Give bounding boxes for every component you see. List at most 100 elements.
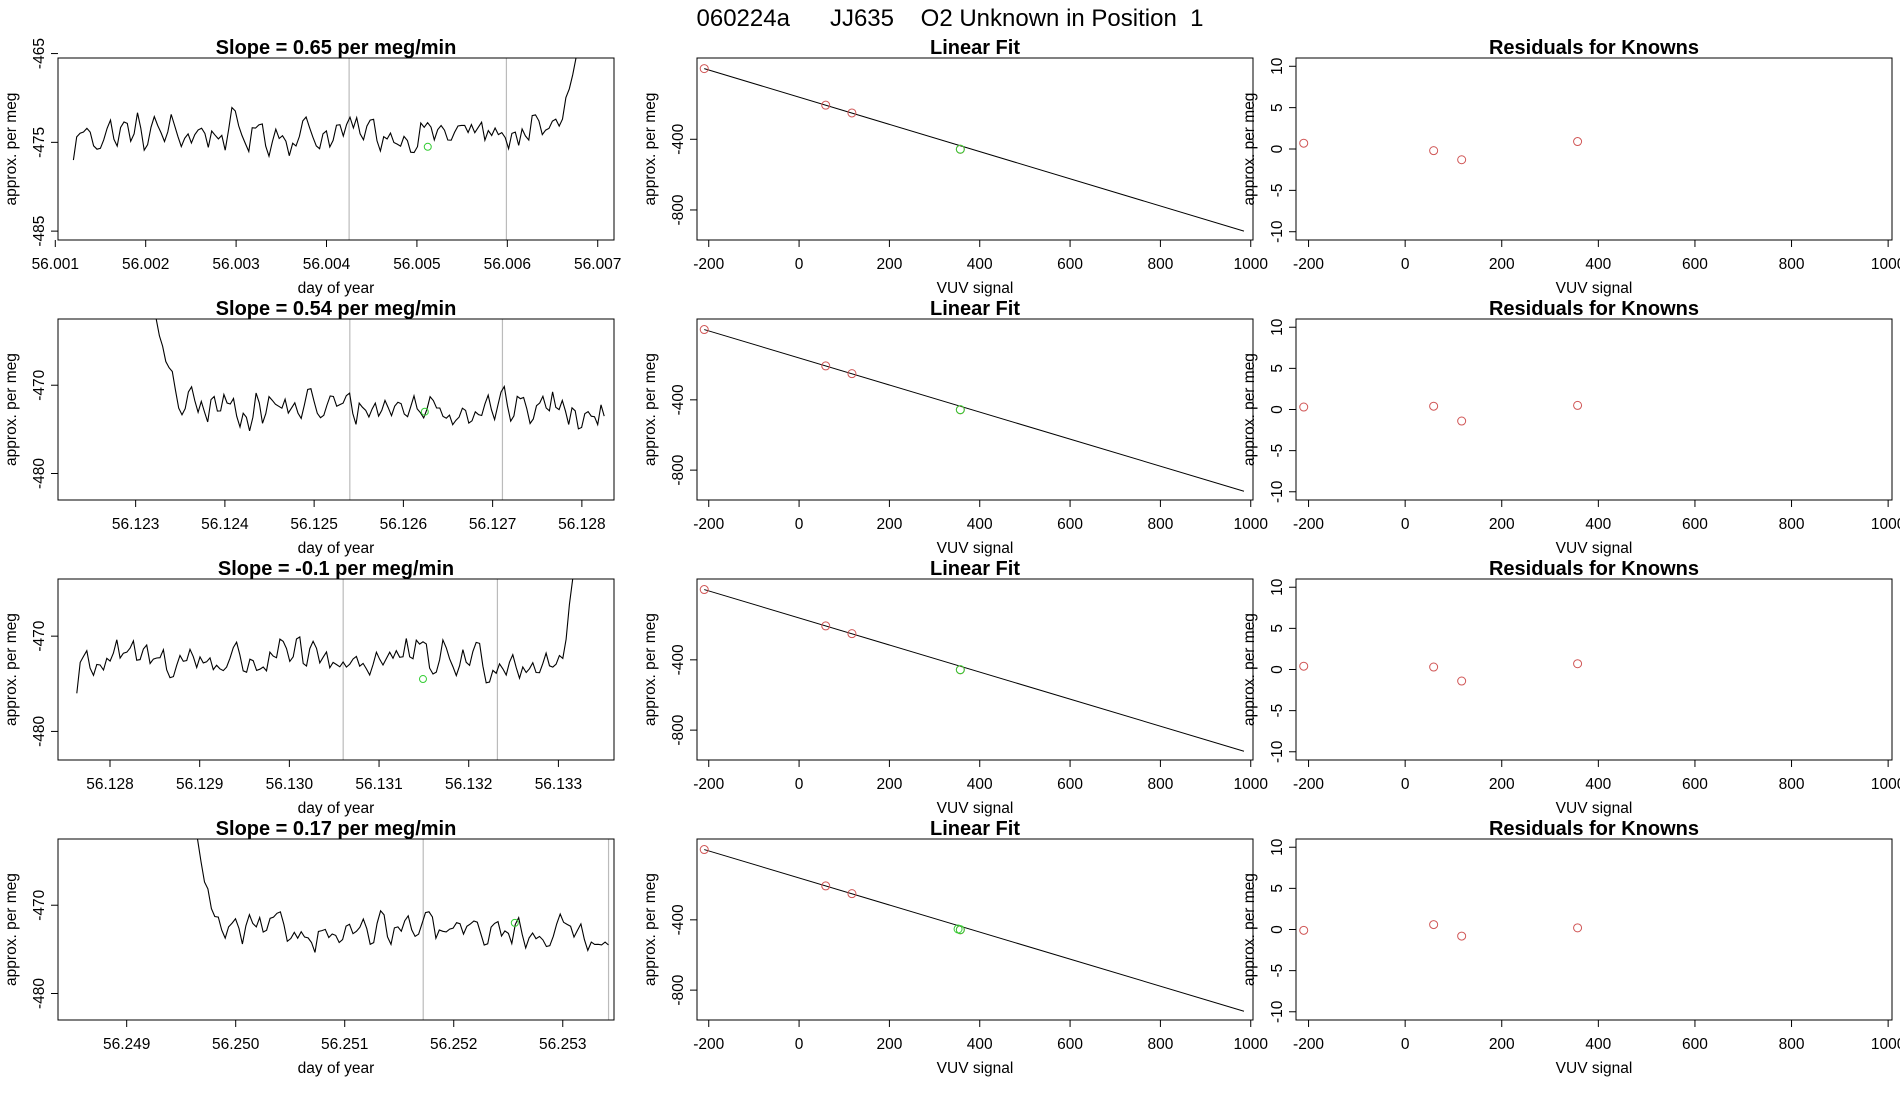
x-tick-label: 800 bbox=[1779, 516, 1805, 533]
unknown-point bbox=[955, 144, 965, 154]
y-tick-label: 0 bbox=[1269, 405, 1286, 414]
plot-frame bbox=[1295, 57, 1893, 241]
x-tick-label: 56.129 bbox=[176, 776, 223, 793]
unknown-point bbox=[955, 925, 965, 935]
x-tick-label: 200 bbox=[876, 1036, 902, 1053]
known-point bbox=[699, 325, 709, 335]
residual-point bbox=[1457, 676, 1467, 686]
x-tick-label: 1000 bbox=[1871, 256, 1900, 273]
x-axis-label: VUV signal bbox=[1556, 540, 1633, 557]
fit-line bbox=[704, 68, 1245, 232]
x-tick-label: 800 bbox=[1779, 1036, 1805, 1053]
y-axis-label: approx. per meg bbox=[1241, 93, 1258, 206]
plot-frame bbox=[57, 57, 615, 241]
y-tick-label: 10 bbox=[1269, 838, 1286, 856]
timeseries-line bbox=[196, 839, 609, 953]
x-axis-label: VUV signal bbox=[937, 1060, 1014, 1077]
x-tick-label: 800 bbox=[1147, 776, 1173, 793]
x-tick-label: 0 bbox=[795, 256, 804, 273]
x-tick-label: 600 bbox=[1682, 256, 1708, 273]
x-tick-label: 56.250 bbox=[212, 1036, 260, 1053]
x-tick-label: 400 bbox=[1585, 516, 1611, 533]
x-tick-label: 56.253 bbox=[539, 1036, 586, 1053]
x-tick-label: 56.132 bbox=[445, 776, 492, 793]
plot-frame bbox=[1295, 318, 1893, 501]
timeseries-panel-2: Slope = 0.54 per meg/min day of year appro… bbox=[3, 298, 615, 557]
x-tick-label: 56.123 bbox=[112, 516, 159, 533]
plot-area bbox=[1299, 137, 1583, 165]
plot-frame bbox=[696, 578, 1254, 761]
x-tick-label: 56.126 bbox=[380, 516, 427, 533]
y-tick-label: -800 bbox=[670, 974, 687, 1005]
x-tick-label: 600 bbox=[1682, 516, 1708, 533]
residual-point bbox=[1429, 662, 1439, 672]
x-tick-label: 56.133 bbox=[535, 776, 582, 793]
x-axis-label: VUV signal bbox=[1556, 280, 1633, 297]
y-tick-label: -10 bbox=[1269, 480, 1286, 503]
y-axis-label: approx. per meg bbox=[3, 873, 20, 986]
x-axis-label: VUV signal bbox=[1556, 800, 1633, 817]
y-axis-label: approx. per meg bbox=[1241, 353, 1258, 466]
x-tick-label: 800 bbox=[1779, 256, 1805, 273]
residual-point bbox=[1299, 402, 1309, 412]
x-tick-label: 200 bbox=[876, 516, 902, 533]
y-tick-label: 0 bbox=[1269, 665, 1286, 674]
fit-panel-4: Linear Fit VUV signal approx. per meg -200 0… bbox=[642, 818, 1268, 1077]
x-tick-label: 400 bbox=[967, 1036, 993, 1053]
resid-panel-1: Residuals for Knowns VUV signal approx. pe… bbox=[1241, 37, 1900, 297]
x-tick-label: 400 bbox=[1585, 1036, 1611, 1053]
y-tick-label: 5 bbox=[1269, 624, 1286, 633]
x-tick-label: 800 bbox=[1779, 776, 1805, 793]
y-tick-label: -800 bbox=[670, 454, 687, 485]
plot-area bbox=[196, 839, 610, 1020]
known-point bbox=[821, 361, 831, 371]
timeseries-panel-3: Slope = -0.1 per meg/min day of year appro… bbox=[3, 558, 615, 817]
x-tick-label: 200 bbox=[1489, 776, 1515, 793]
unknown-point bbox=[955, 665, 965, 675]
timeseries-line bbox=[155, 319, 605, 432]
x-tick-label: 56.251 bbox=[321, 1036, 368, 1053]
x-tick-label: 56.001 bbox=[32, 256, 79, 273]
panel-title: Linear Fit bbox=[930, 37, 1020, 59]
timeseries-panel-4: Slope = 0.17 per meg/min day of year appro… bbox=[3, 818, 615, 1077]
x-tick-label: 400 bbox=[967, 516, 993, 533]
plot-area bbox=[699, 585, 1245, 752]
fit-line bbox=[704, 849, 1245, 1012]
residual-point bbox=[1457, 155, 1467, 165]
y-tick-label: -800 bbox=[670, 194, 687, 225]
unknown-marker bbox=[423, 142, 432, 151]
plot-area bbox=[155, 319, 605, 500]
plot-area bbox=[1299, 659, 1583, 686]
x-tick-label: 800 bbox=[1147, 516, 1173, 533]
known-point bbox=[847, 629, 857, 639]
y-axis-label: approx. per meg bbox=[1241, 873, 1258, 986]
x-tick-label: 0 bbox=[795, 776, 804, 793]
known-point bbox=[699, 845, 709, 855]
residual-point bbox=[1457, 931, 1467, 941]
known-point bbox=[847, 889, 857, 899]
y-tick-label: -470 bbox=[31, 620, 48, 651]
y-tick-label: 10 bbox=[1269, 57, 1286, 75]
x-tick-label: 200 bbox=[876, 256, 902, 273]
x-tick-label: 56.004 bbox=[303, 256, 351, 273]
residual-point bbox=[1429, 920, 1439, 930]
x-tick-label: 0 bbox=[1401, 776, 1410, 793]
x-axis-label: day of year bbox=[298, 280, 375, 297]
plot-frame bbox=[57, 318, 615, 501]
x-axis-label: VUV signal bbox=[937, 280, 1014, 297]
x-tick-label: 600 bbox=[1057, 256, 1083, 273]
y-tick-label: -10 bbox=[1269, 220, 1286, 243]
y-tick-label: -5 bbox=[1269, 444, 1286, 458]
known-point bbox=[699, 585, 709, 595]
y-axis-label: approx. per meg bbox=[642, 873, 659, 986]
panel-title: Linear Fit bbox=[930, 818, 1020, 840]
panel-title: Slope = 0.65 per meg/min bbox=[216, 37, 457, 59]
x-tick-label: 56.128 bbox=[86, 776, 133, 793]
y-tick-label: 5 bbox=[1269, 103, 1286, 112]
x-axis-label: day of year bbox=[298, 540, 375, 557]
y-axis-label: approx. per meg bbox=[1241, 613, 1258, 726]
y-tick-label: -10 bbox=[1269, 1000, 1286, 1023]
plot-frame bbox=[696, 57, 1254, 241]
resid-panel-3: Residuals for Knowns VUV signal approx. pe… bbox=[1241, 558, 1900, 817]
x-tick-label: -200 bbox=[693, 256, 724, 273]
